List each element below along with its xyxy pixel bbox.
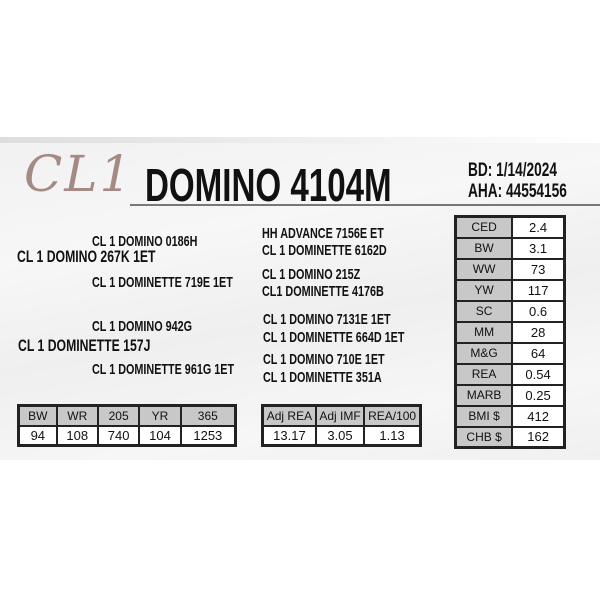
- epd-label: M&G: [454, 341, 514, 365]
- header-bw: BW: [17, 404, 58, 427]
- epd-label: BW: [454, 236, 514, 260]
- epd-row: MARB 0.25: [454, 383, 566, 407]
- pedigree-sire-dam: CL 1 DOMINETTE 719E 1ET: [92, 274, 233, 291]
- pedigree-right-7: CL 1 DOMINO 710E 1ET: [263, 351, 385, 368]
- value-adj-rea: 13.17: [261, 424, 317, 447]
- epd-value: 28: [511, 320, 566, 344]
- epd-row: YW 117: [454, 278, 566, 302]
- epd-row: CHB $162: [454, 425, 566, 449]
- epd-label: YW: [454, 278, 514, 302]
- pedigree-dam: CL 1 DOMINETTE 157J: [18, 336, 151, 355]
- value-rea-100: 1.13: [363, 424, 422, 447]
- epd-value: 117: [511, 278, 566, 302]
- value-bw: 94: [17, 424, 58, 447]
- header-adj-rea: Adj REA: [261, 404, 317, 427]
- epd-label: CHB $: [454, 425, 514, 449]
- pedigree-sire-sire: CL 1 DOMINO 0186H: [92, 233, 198, 250]
- epd-label: REA: [454, 362, 514, 386]
- pedigree-right-6: CL 1 DOMINETTE 664D 1ET: [263, 329, 405, 346]
- header-rea-100: REA/100: [363, 404, 422, 427]
- animal-title: DOMINO 4104M: [145, 159, 392, 211]
- header-yr: YR: [138, 404, 182, 427]
- aha-number: AHA: 44554156: [468, 181, 567, 202]
- epd-value: 162: [511, 425, 566, 449]
- epd-value: 0.25: [511, 383, 566, 407]
- epd-value: 0.6: [511, 299, 566, 323]
- header-wr: WR: [55, 404, 99, 427]
- pedigree-dam-sire: CL 1 DOMINO 942G: [92, 318, 193, 335]
- pedigree-right-8: CL 1 DOMINETTE 351A: [263, 369, 382, 386]
- epd-row: M&G 64: [454, 341, 566, 365]
- weights-table: BW WR 205 YR 365 94 108 740 104 1253: [17, 404, 237, 447]
- epd-label: SC: [454, 299, 514, 323]
- epd-row: BW 3.1: [454, 236, 566, 260]
- pedigree-sire: CL 1 DOMINO 267K 1ET: [17, 247, 156, 266]
- value-205: 740: [96, 424, 141, 447]
- pedigree-dam-dam: CL 1 DOMINETTE 961G 1ET: [92, 361, 235, 378]
- epd-value: 3.1: [511, 236, 566, 260]
- value-adj-imf: 3.05: [314, 424, 366, 447]
- pedigree-right-5: CL 1 DOMINO 7131E 1ET: [263, 311, 391, 328]
- epd-value: 2.4: [511, 215, 566, 239]
- epd-label: MARB: [454, 383, 514, 407]
- logo: CL1: [24, 145, 134, 203]
- header-adj-imf: Adj IMF: [314, 404, 366, 427]
- epd-value: 73: [511, 257, 566, 281]
- epd-value: 64: [511, 341, 566, 365]
- carcass-table: Adj REA Adj IMF REA/100 13.17 3.05 1.13: [261, 404, 422, 447]
- epd-row: SC 0.6: [454, 299, 566, 323]
- header-365: 365: [179, 404, 237, 427]
- value-yr: 104: [138, 424, 182, 447]
- epd-label: CED: [454, 215, 514, 239]
- epd-label: WW: [454, 257, 514, 281]
- epd-label: BMI $: [454, 404, 514, 428]
- epd-row: REA 0.54: [454, 362, 566, 386]
- epd-value: 0.54: [511, 362, 566, 386]
- header-205: 205: [96, 404, 141, 427]
- pedigree-right-3: CL 1 DOMINO 215Z: [262, 266, 361, 283]
- pedigree-right-1: HH ADVANCE 7156E ET: [262, 225, 384, 242]
- pedigree-right-4: CL1 DOMINETTE 4176B: [262, 283, 384, 300]
- pedigree-right-2: CL 1 DOMINETTE 6162D: [262, 242, 387, 259]
- value-365: 1253: [179, 424, 237, 447]
- epd-table: CED 2.4 BW 3.1 WW 73 YW 117 SC 0.6 MM 28 M&G 64 REA 0.5…: [454, 215, 566, 449]
- epd-row: WW 73: [454, 257, 566, 281]
- epd-row: BMI $412: [454, 404, 566, 428]
- epd-row: MM 28: [454, 320, 566, 344]
- epd-label: MM: [454, 320, 514, 344]
- value-wr: 108: [55, 424, 99, 447]
- epd-value: 412: [511, 404, 566, 428]
- birth-date: BD: 1/14/2024: [468, 160, 557, 181]
- epd-row: CED 2.4: [454, 215, 566, 239]
- title-underline: [130, 204, 600, 206]
